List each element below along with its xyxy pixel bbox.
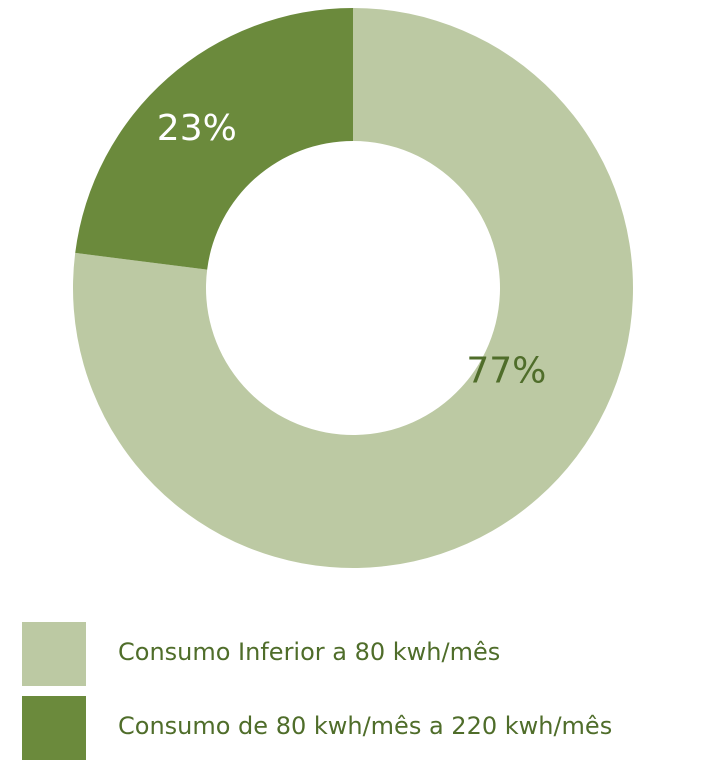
donut-slice-label-2: 23% [157, 108, 237, 149]
donut-slice-2 [75, 8, 353, 270]
legend-item-inferior-80: Consumo Inferior a 80 kwh/mês [22, 622, 722, 686]
donut-slice-label-1: 77% [466, 350, 546, 391]
legend-swatch-80-to-220 [22, 696, 86, 760]
donut-chart-svg: 77% 23% [72, 8, 633, 569]
legend-label-80-to-220: Consumo de 80 kwh/mês a 220 kwh/mês [118, 712, 613, 740]
chart-slices [72, 8, 633, 569]
legend-label-inferior-80: Consumo Inferior a 80 kwh/mês [118, 638, 501, 666]
chart-slice-labels: 77% 23% [157, 108, 547, 391]
donut-slice-1 [72, 8, 633, 569]
donut-chart: 77% 23% [72, 8, 633, 569]
legend-item-80-to-220: Consumo de 80 kwh/mês a 220 kwh/mês [22, 696, 722, 760]
chart-legend: Consumo Inferior a 80 kwh/mês Consumo de… [22, 622, 722, 770]
legend-swatch-inferior-80 [22, 622, 86, 686]
